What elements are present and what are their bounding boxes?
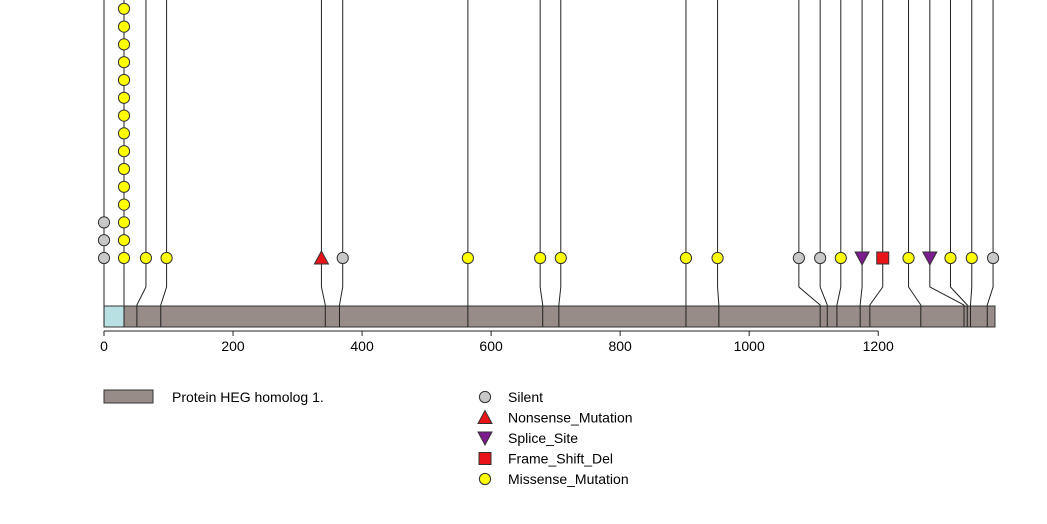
legend-label: Nonsense_Mutation xyxy=(508,410,633,426)
x-tick-label: 0 xyxy=(100,338,108,354)
mutation-marker xyxy=(792,251,805,265)
mutation-marker xyxy=(902,251,915,265)
mutation-connector xyxy=(969,258,973,306)
mutation-marker xyxy=(336,251,349,265)
signal-region xyxy=(104,306,124,327)
x-axis: 0 200 400 600 800 1000 1200 xyxy=(100,330,894,354)
mutation-marker xyxy=(117,145,131,158)
mutation-marker xyxy=(117,91,131,104)
mutation-marker xyxy=(834,251,847,265)
mutation-connector xyxy=(798,258,821,306)
mutation-marker xyxy=(965,251,978,265)
mutation-connector xyxy=(539,258,544,306)
mutation-marker xyxy=(139,251,153,265)
mutation-marker xyxy=(986,251,1000,265)
mutation-stems xyxy=(103,0,994,306)
mutation-connector xyxy=(717,258,720,306)
legend-label: Missense_Mutation xyxy=(508,471,629,487)
mutation-marker xyxy=(313,249,330,265)
mutation-marker xyxy=(876,251,890,265)
protein-bar xyxy=(103,305,996,328)
mutation-marker xyxy=(117,56,131,69)
mutation-marker xyxy=(117,251,131,265)
mutation-connector xyxy=(869,258,884,306)
mutation-connector xyxy=(819,258,828,306)
legend: Protein HEG homolog 1. Silent Nonsense_Mut… xyxy=(103,389,633,487)
legend-marker xyxy=(477,409,493,424)
x-tick-label: 1000 xyxy=(734,338,765,354)
mutation-connector xyxy=(160,258,168,306)
mutation-marker xyxy=(944,251,957,265)
mutation-marker xyxy=(160,251,173,265)
legend-marker xyxy=(477,431,493,447)
x-tick-label: 1200 xyxy=(863,338,894,354)
mutation-marker xyxy=(117,2,131,15)
mutation-marker xyxy=(117,180,131,193)
mutation-connector xyxy=(929,258,965,306)
legend-label: Frame_Shift_Del xyxy=(508,451,613,467)
mutation-marker xyxy=(814,251,827,265)
protein-domain xyxy=(103,305,996,328)
mutation-connector xyxy=(338,258,344,306)
mutation-marker xyxy=(117,73,131,87)
mutation-marker xyxy=(461,251,474,265)
legend-domain-swatch xyxy=(103,389,154,404)
legend-label: Silent xyxy=(508,389,543,405)
mutation-marker xyxy=(854,251,870,267)
legend-marker xyxy=(478,452,492,465)
mutation-markers xyxy=(97,2,1000,267)
x-tick-label: 600 xyxy=(479,338,503,354)
mutation-marker xyxy=(921,251,938,267)
mutation-connector xyxy=(986,258,994,306)
mutation-marker xyxy=(679,251,693,265)
legend-marker xyxy=(478,390,492,404)
mutation-marker xyxy=(117,38,131,51)
mutation-marker xyxy=(117,20,131,33)
mutation-marker xyxy=(97,216,111,229)
mutation-marker xyxy=(554,251,567,265)
legend-marker xyxy=(478,472,492,486)
mutation-marker xyxy=(534,251,547,265)
mutation-marker xyxy=(711,251,724,265)
mutation-connector xyxy=(836,258,842,306)
mutation-connector xyxy=(320,258,326,306)
legend-domain-label: Protein HEG homolog 1. xyxy=(172,389,324,405)
x-tick-label: 400 xyxy=(350,338,374,354)
x-tick-label: 800 xyxy=(608,338,632,354)
mutation-marker xyxy=(97,234,111,247)
mutation-marker xyxy=(117,234,131,247)
mutation-marker xyxy=(117,162,131,176)
mutation-connector xyxy=(908,258,922,306)
legend-label: Splice_Site xyxy=(508,430,578,446)
mutation-marker xyxy=(117,127,131,140)
mutation-marker xyxy=(117,216,131,229)
x-tick-label: 200 xyxy=(221,338,245,354)
mutation-connector xyxy=(558,258,562,306)
mutation-connector xyxy=(136,258,147,306)
mutation-marker xyxy=(117,109,131,122)
mutation-marker xyxy=(117,198,131,211)
mutation-marker xyxy=(97,251,111,265)
